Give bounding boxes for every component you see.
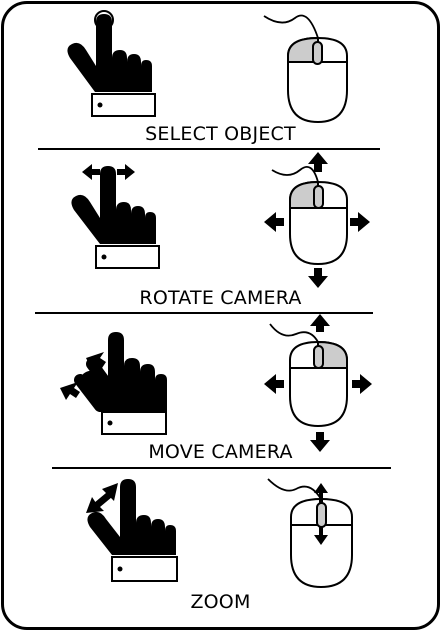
rotate-camera-illustration (71, 152, 370, 288)
section-label: SELECT OBJECT (145, 123, 296, 145)
mouse-left-click-icon (263, 14, 348, 124)
move-camera-illustration (60, 314, 372, 452)
section-label: ROTATE CAMERA (139, 287, 302, 309)
mouse-left-drag-icon (264, 152, 370, 288)
section-select-object: SELECT OBJECT (0, 0, 441, 150)
section-zoom: ZOOM (0, 469, 441, 627)
zoom-illustration (86, 478, 353, 589)
hand-pinch-icon (86, 479, 178, 582)
section-rotate-camera: ROTATE CAMERA (0, 150, 441, 312)
section-move-camera: MOVE CAMERA (0, 314, 441, 466)
divider (35, 312, 373, 314)
select-object-illustration (67, 10, 348, 124)
divider (38, 148, 380, 150)
hand-tap-icon (67, 10, 156, 117)
section-label: ZOOM (190, 591, 251, 613)
hand-one-finger-drag-icon (71, 164, 160, 269)
hand-two-finger-drag-icon (60, 332, 167, 435)
section-label: MOVE CAMERA (148, 441, 293, 463)
mouse-scroll-wheel-icon (267, 478, 353, 589)
divider (52, 467, 391, 469)
mouse-right-drag-icon (264, 314, 372, 452)
